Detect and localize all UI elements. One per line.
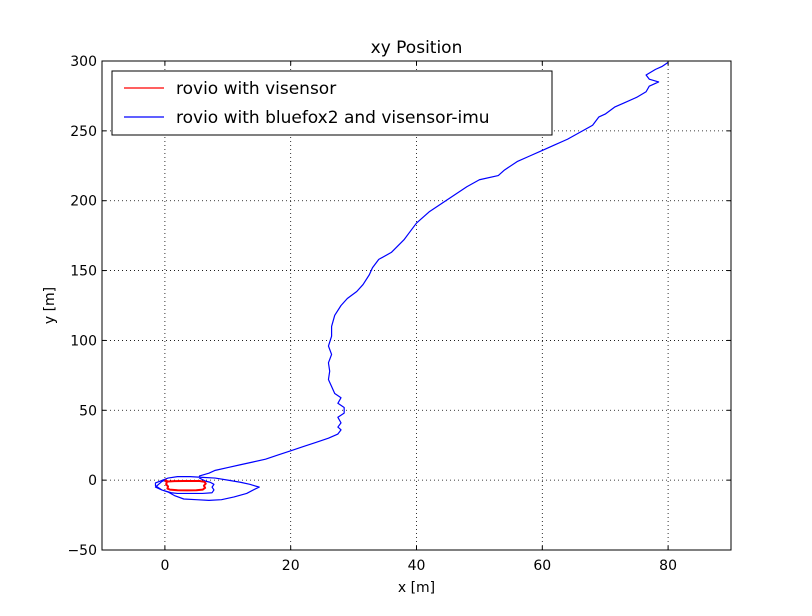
y-tick-label: 150 [70, 264, 97, 280]
legend-label-rovio-bluefox2: rovio with bluefox2 and visensor-imu [176, 108, 490, 128]
y-axis-label: y [m] [42, 287, 58, 324]
x-tick-label: 40 [408, 558, 426, 574]
legend-label-rovio-visensor: rovio with visensor [176, 79, 336, 99]
legend: rovio with visensor rovio with bluefox2 … [111, 70, 553, 136]
chart-title: xy Position [371, 38, 463, 58]
y-tick-label: 100 [70, 333, 97, 349]
x-tick-label: 20 [282, 558, 300, 574]
x-tick-label: 0 [160, 558, 169, 574]
series-line-rovio-visensor [164, 479, 207, 492]
legend-box [111, 70, 553, 136]
y-tick-label: −50 [67, 543, 97, 559]
y-tick-label: 300 [70, 54, 97, 70]
y-tick-label: 250 [70, 124, 97, 140]
y-tick-label: 50 [79, 403, 97, 419]
series-layer [154, 61, 669, 501]
x-axis-label: x [m] [398, 580, 435, 596]
x-tick-label: 80 [659, 558, 677, 574]
series-line-rovio-bluefox2 [154, 61, 669, 501]
y-tick-label: 0 [88, 473, 97, 489]
tick-layer: 0 20 40 60 80 −50 0 50 100 150 200 250 300 [67, 54, 731, 574]
y-tick-label: 200 [70, 194, 97, 210]
x-tick-label: 60 [533, 558, 551, 574]
